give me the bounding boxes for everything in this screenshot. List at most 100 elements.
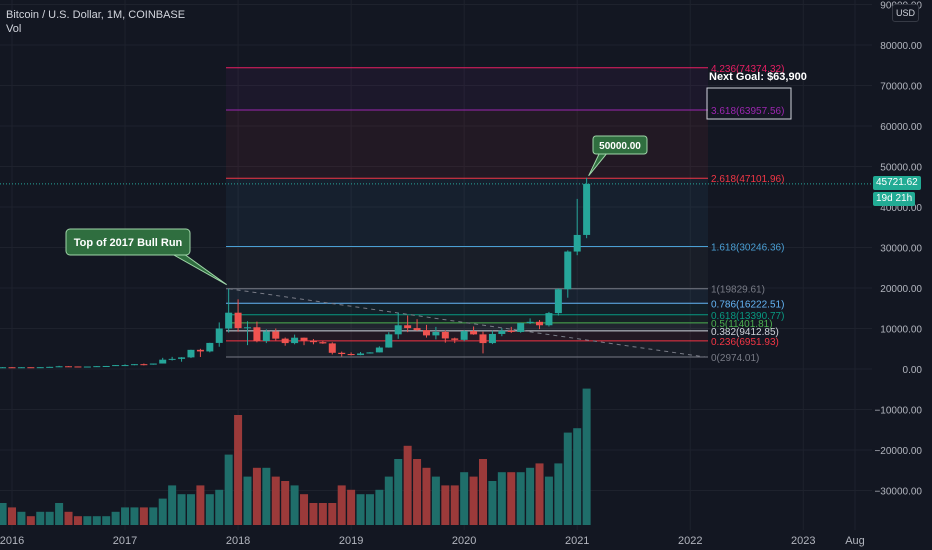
candle-body bbox=[130, 364, 138, 366]
candle-body bbox=[121, 365, 129, 367]
fibonacci-retracement: 0(2974.01)0.236(6951.93)0.382(9412.85)0.… bbox=[226, 64, 784, 364]
volume-bar bbox=[36, 511, 45, 525]
price-axis-label: 30000.00 bbox=[880, 244, 922, 255]
fib-zone bbox=[226, 314, 708, 323]
candle-body bbox=[27, 367, 35, 369]
volume-bar bbox=[262, 467, 271, 525]
fib-level-label: 0.618(13390.77) bbox=[711, 311, 784, 322]
volume-bar bbox=[554, 463, 563, 525]
volume-bar bbox=[507, 472, 516, 525]
volume-bar bbox=[460, 472, 469, 525]
candle-body bbox=[187, 349, 195, 358]
fib-zone bbox=[226, 288, 708, 304]
volume-bar bbox=[516, 472, 525, 525]
candle-body bbox=[488, 333, 496, 344]
candle-body bbox=[272, 331, 280, 339]
candle-body bbox=[432, 331, 440, 336]
time-axis-label: 2017 bbox=[113, 535, 137, 547]
last-price-tag: 45721.62 bbox=[873, 176, 921, 190]
volume-bar bbox=[92, 516, 101, 525]
fib-level-label: 0.786(16222.51) bbox=[711, 299, 784, 310]
fib-level-label: 3.618(63957.56) bbox=[711, 106, 784, 117]
time-axis-label: 2023 bbox=[791, 535, 815, 547]
volume-bar bbox=[102, 516, 111, 525]
bull-run-callout-pointer bbox=[170, 253, 227, 286]
candle-body bbox=[74, 366, 82, 368]
volume-bar bbox=[488, 481, 497, 525]
price-axis-label: 50000.00 bbox=[880, 163, 922, 174]
price-axis-label: −20000.00 bbox=[874, 446, 922, 457]
fib-zone bbox=[226, 178, 708, 247]
volume-bar bbox=[196, 485, 205, 525]
candle-body bbox=[545, 313, 553, 326]
candle-body bbox=[46, 366, 54, 368]
price-axis-label: −30000.00 bbox=[874, 487, 922, 498]
candle-body bbox=[281, 338, 289, 344]
candle-body bbox=[196, 349, 204, 352]
volume-bar bbox=[290, 485, 299, 525]
candle-body bbox=[159, 359, 167, 364]
volume-bar bbox=[177, 494, 186, 525]
symbol-title: Bitcoin / U.S. Dollar, 1M, COINBASE bbox=[6, 9, 186, 21]
volume-bar bbox=[55, 503, 64, 525]
candle-body bbox=[102, 365, 110, 367]
volume-bar bbox=[73, 516, 82, 525]
candle-body bbox=[0, 367, 7, 369]
price-axis-label: 20000.00 bbox=[880, 284, 922, 295]
volume-bar bbox=[582, 388, 591, 525]
candle-body bbox=[234, 312, 242, 329]
volume-bar bbox=[83, 516, 92, 525]
price-axis-label: 10000.00 bbox=[880, 325, 922, 336]
volume-bar bbox=[347, 489, 356, 525]
volume-bar bbox=[45, 511, 54, 525]
volume-bar bbox=[365, 494, 374, 525]
candle-body bbox=[583, 183, 591, 235]
currency-button[interactable]: USD bbox=[892, 4, 919, 22]
price-axis-label: 0.00 bbox=[903, 365, 923, 376]
volume-bar bbox=[215, 489, 224, 525]
volume-bar bbox=[0, 503, 7, 525]
fib-zone bbox=[226, 322, 708, 331]
candle-body bbox=[112, 365, 120, 367]
candle-body bbox=[404, 325, 412, 329]
volume-bar bbox=[450, 485, 459, 525]
fib-level-label: 0.236(6951.93) bbox=[711, 337, 779, 348]
candle-body bbox=[366, 352, 374, 354]
volume-bar bbox=[139, 507, 148, 525]
volume-bar bbox=[158, 498, 167, 525]
volume-bar bbox=[8, 507, 16, 525]
price-axis-label: 60000.00 bbox=[880, 122, 922, 133]
fib-level-label: 0.382(9412.85) bbox=[711, 327, 779, 338]
candle-body bbox=[517, 323, 525, 332]
volume-bar bbox=[479, 459, 487, 525]
candle-body bbox=[168, 358, 176, 360]
volume-bar bbox=[252, 467, 261, 525]
candle-body bbox=[507, 330, 515, 332]
candle-body bbox=[262, 331, 270, 342]
volume-bar bbox=[26, 516, 35, 525]
volume-bar bbox=[469, 476, 478, 525]
candles bbox=[0, 177, 591, 369]
target-callout-text: 50000.00 bbox=[599, 141, 641, 152]
candle-body bbox=[413, 328, 421, 331]
volume-bar bbox=[168, 485, 177, 525]
candle-body bbox=[140, 364, 148, 366]
candle-body bbox=[554, 289, 562, 314]
volume-label: Vol bbox=[6, 23, 22, 35]
candle-body bbox=[83, 366, 91, 368]
candle-body bbox=[244, 327, 251, 329]
price-axis: 90000.0080000.0070000.0060000.0050000.00… bbox=[874, 1, 922, 498]
candle-body bbox=[375, 347, 383, 353]
time-axis-label: 2022 bbox=[678, 535, 702, 547]
volume-bar bbox=[309, 503, 318, 525]
candle-body bbox=[36, 367, 44, 369]
volume-bar bbox=[234, 415, 243, 525]
fib-level-label: 2.618(47101.96) bbox=[711, 174, 784, 185]
countdown-tag: 19d 21h bbox=[873, 192, 916, 206]
candle-body bbox=[8, 367, 16, 369]
fib-zone bbox=[226, 246, 708, 289]
volume-bar bbox=[563, 432, 572, 525]
fib-level-label: 1.618(30246.36) bbox=[711, 243, 784, 254]
